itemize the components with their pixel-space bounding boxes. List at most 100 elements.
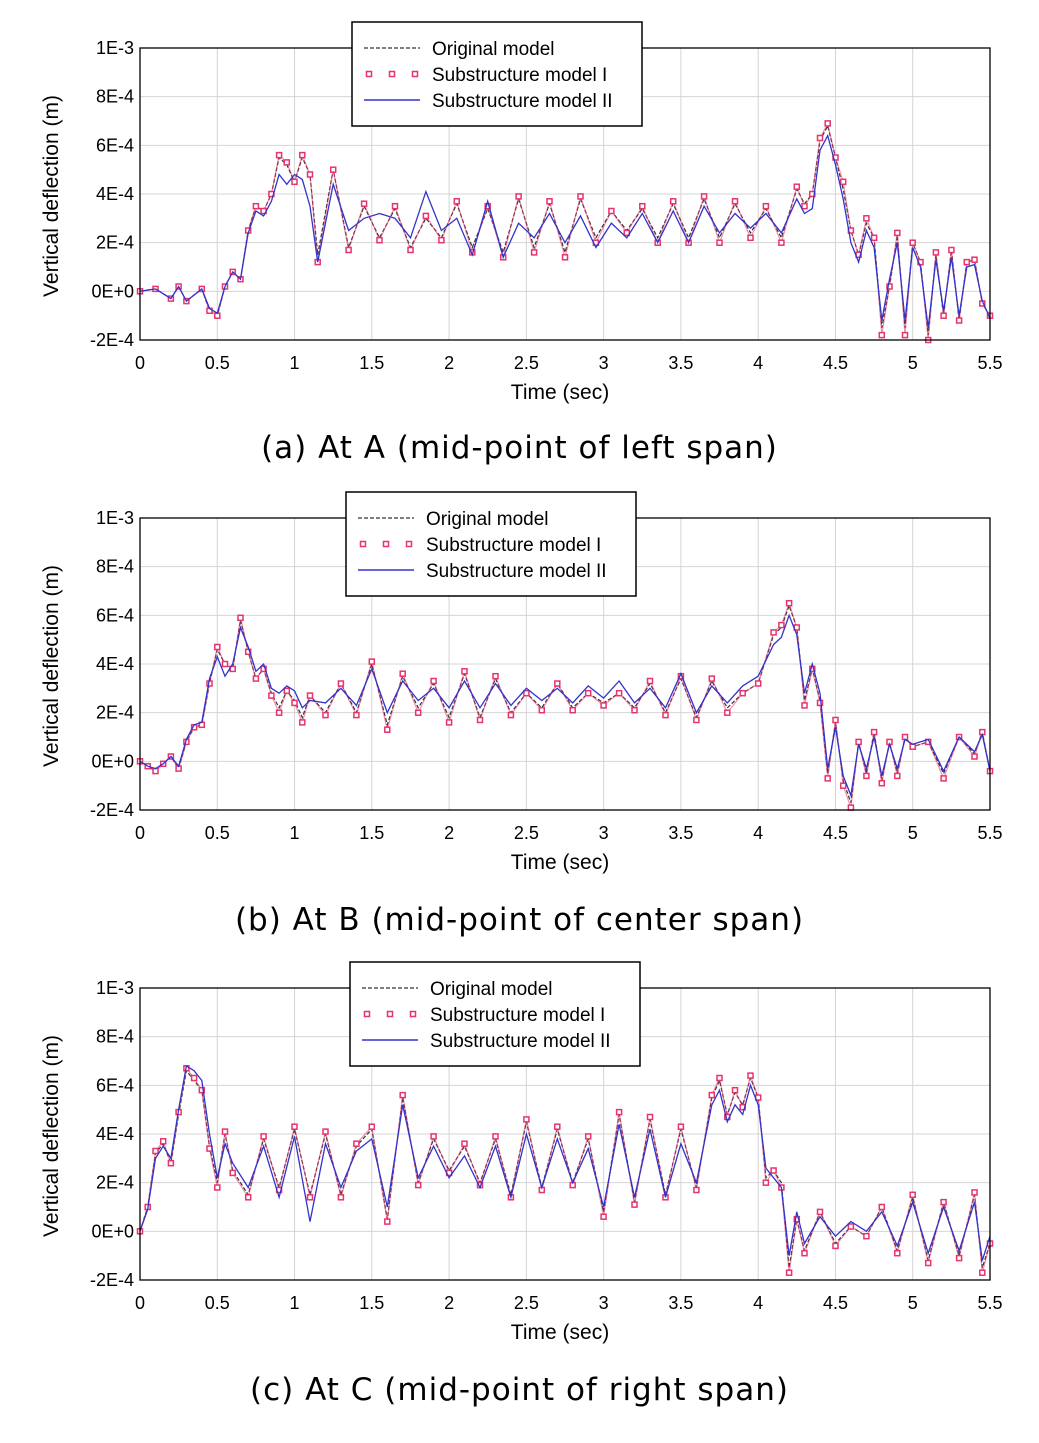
- data-point: [584, 689, 592, 697]
- data-point: [909, 1191, 916, 1199]
- data-point: [716, 239, 723, 246]
- legend-item: Substructure model I: [365, 65, 607, 86]
- data-point: [414, 1181, 422, 1189]
- x-tick-label: 5.5: [977, 353, 1002, 373]
- chart-c-caption: (c) At C (mid-point of right span): [250, 1372, 789, 1408]
- data-point: [546, 198, 553, 205]
- series-substructure-model-i: [136, 599, 994, 811]
- data-point: [407, 246, 414, 254]
- data-point: [561, 254, 569, 261]
- series-line: [139, 613, 991, 798]
- data-point: [152, 1147, 159, 1155]
- data-point: [221, 660, 229, 668]
- data-point: [291, 178, 298, 186]
- x-tick-label: 1: [290, 353, 300, 373]
- y-tick-label: 4E-4: [96, 184, 134, 204]
- data-point: [275, 151, 283, 159]
- data-point: [554, 680, 561, 687]
- data-point: [863, 1232, 870, 1240]
- y-tick-label: -2E-4: [90, 800, 134, 820]
- data-point: [214, 1184, 221, 1191]
- data-point: [376, 236, 383, 244]
- data-point: [940, 775, 947, 782]
- data-point: [886, 283, 893, 290]
- data-point: [839, 178, 847, 186]
- legend-item: Original model: [362, 979, 553, 1000]
- data-point: [399, 1091, 406, 1099]
- data-point: [716, 1074, 723, 1082]
- legend-swatch: [386, 1010, 394, 1018]
- data-point: [159, 1138, 167, 1145]
- data-point: [847, 804, 855, 811]
- data-point: [847, 1223, 855, 1230]
- data-point: [785, 1269, 793, 1276]
- y-tick-label: 4E-4: [96, 654, 134, 674]
- legend-box: [345, 491, 637, 597]
- x-tick-label: 0: [135, 353, 145, 373]
- data-point: [693, 1186, 700, 1194]
- data-point: [739, 689, 746, 697]
- legend-swatch: [409, 1010, 417, 1018]
- data-point: [584, 1133, 592, 1140]
- data-point: [863, 215, 870, 222]
- y-axis-label: Vertical deflection (m): [40, 1035, 63, 1237]
- data-point: [731, 1086, 739, 1094]
- x-tick-label: 3: [599, 353, 609, 373]
- data-point: [322, 711, 329, 719]
- series-original-model: [139, 124, 991, 336]
- data-point: [639, 202, 646, 210]
- chart-panel-c: 0 0.5 1 1.5 2 2.5 3 3.5 4 4.5 5 5.5 -2E-4 0E+0 2E-4 4E-…: [0, 940, 1039, 1420]
- x-tick-label: 4.5: [823, 1293, 848, 1313]
- data-point: [283, 159, 291, 166]
- data-point: [762, 1179, 770, 1186]
- x-tick-label: 5.5: [977, 823, 1002, 843]
- series-line: [139, 1066, 991, 1273]
- data-point: [708, 675, 716, 682]
- x-tick-label: 2.5: [514, 823, 539, 843]
- series-line: [139, 133, 991, 328]
- y-tick-label: 0E+0: [91, 281, 134, 301]
- data-point: [971, 1189, 978, 1196]
- x-axis-label: Time (sec): [511, 381, 609, 404]
- data-point: [778, 621, 785, 629]
- x-tick-label: 0.5: [205, 823, 230, 843]
- data-point: [360, 200, 368, 207]
- legend-swatch: [359, 540, 367, 548]
- data-point: [708, 1091, 716, 1099]
- y-tick-label: 8E-4: [96, 1027, 134, 1047]
- legend-label: Substructure model II: [426, 561, 607, 582]
- x-tick-label: 4: [753, 1293, 763, 1313]
- data-point: [870, 728, 878, 736]
- data-point: [894, 1249, 901, 1257]
- data-point: [793, 1215, 801, 1223]
- series-line: [139, 603, 991, 803]
- chart-b-caption: (b) At B (mid-point of center span): [234, 902, 805, 938]
- legend-box: [351, 21, 643, 127]
- data-point: [299, 151, 306, 159]
- y-tick-label: -2E-4: [90, 1270, 134, 1290]
- data-point: [600, 1213, 607, 1220]
- x-tick-label: 0: [135, 823, 145, 843]
- data-point: [646, 1113, 654, 1121]
- data-point: [878, 779, 886, 787]
- data-point: [167, 1159, 175, 1167]
- data-point: [345, 246, 352, 254]
- series-line: [139, 124, 991, 336]
- data-point: [190, 1074, 198, 1082]
- data-point: [530, 249, 538, 256]
- x-tick-label: 1: [290, 823, 300, 843]
- y-tick-label: 4E-4: [96, 1124, 134, 1144]
- legend-item: Substructure model II: [358, 561, 607, 582]
- y-tick-label: 6E-4: [96, 1075, 134, 1095]
- x-tick-label: 2.5: [514, 353, 539, 373]
- data-point: [824, 775, 831, 782]
- legend-label: Original model: [432, 39, 555, 60]
- legend-swatch: [382, 540, 390, 548]
- data-point: [894, 229, 901, 237]
- legend-label: Substructure model II: [430, 1031, 611, 1052]
- y-tick-label: 6E-4: [96, 135, 134, 155]
- legend-item: Original model: [358, 509, 549, 530]
- data-point: [894, 772, 901, 780]
- x-tick-label: 5: [908, 353, 918, 373]
- x-tick-label: 3: [599, 1293, 609, 1313]
